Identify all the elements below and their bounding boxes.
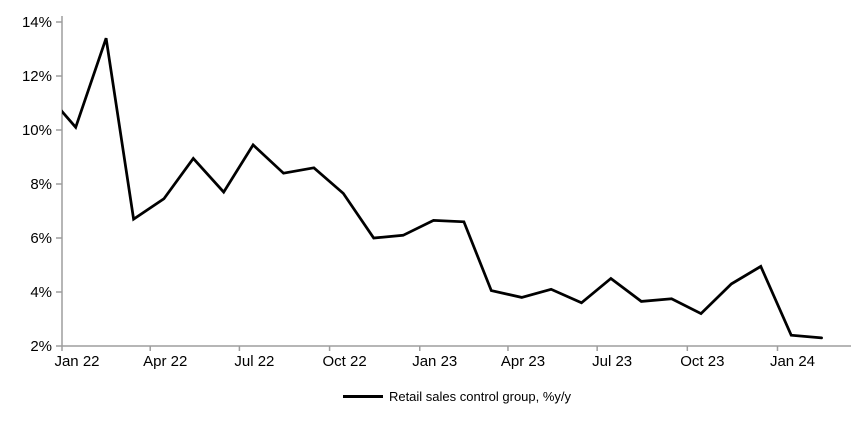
x-axis-tick-label: Jul 22	[234, 353, 274, 370]
y-axis-tick-label: 6%	[30, 230, 52, 247]
x-axis-tick-label: Jan 23	[412, 353, 457, 370]
x-axis-tick-label: Oct 22	[322, 353, 366, 370]
series-line-retail-sales-control-group	[62, 37, 823, 340]
x-axis-tick-label: Jan 24	[770, 353, 815, 370]
x-axis-tick-label: Apr 23	[501, 353, 545, 370]
y-axis-tick-label: 4%	[30, 284, 52, 301]
y-axis-tick-label: 12%	[22, 68, 52, 85]
y-axis-tick-label: 8%	[30, 176, 52, 193]
legend-label: Retail sales control group, %y/y	[388, 389, 572, 404]
y-axis-tick-label: 10%	[22, 122, 52, 139]
y-axis-tick-label: 2%	[30, 338, 52, 355]
legend-line-sample	[342, 395, 383, 398]
x-axis-tick-label: Jul 23	[592, 353, 632, 370]
x-axis-tick-label: Apr 22	[143, 353, 187, 370]
y-axis-tick-label: 14%	[22, 14, 52, 31]
x-axis-tick-label: Jan 22	[54, 353, 99, 370]
chart-legend: Retail sales control group, %y/y	[62, 389, 852, 404]
x-axis-tick-label: Oct 23	[680, 353, 724, 370]
